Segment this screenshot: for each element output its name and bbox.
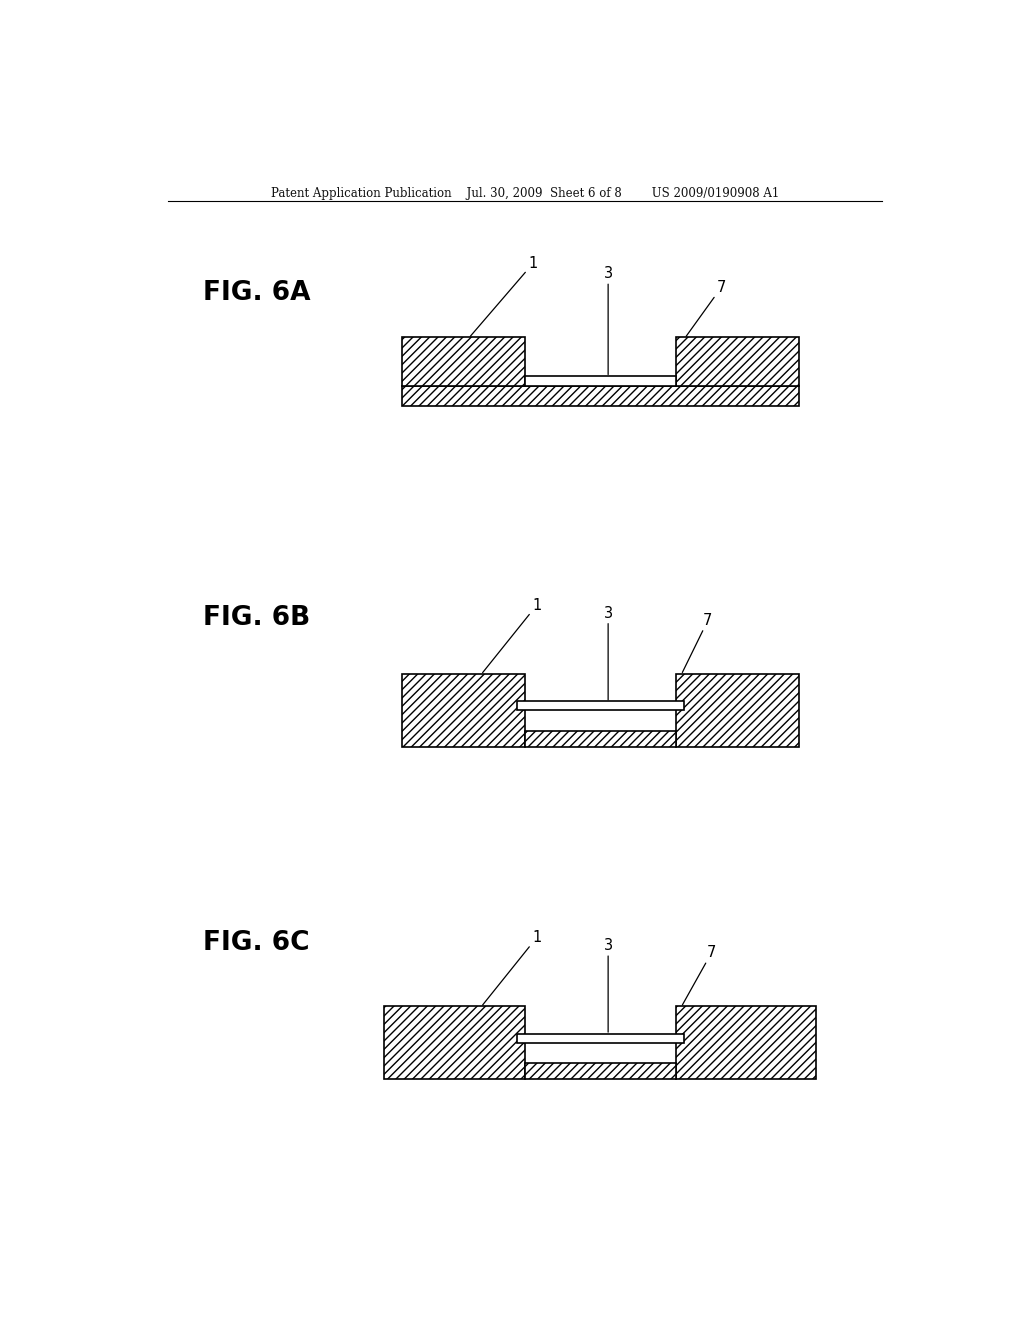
Bar [401, 673, 524, 747]
Bar [676, 1006, 816, 1080]
Bar [517, 1034, 684, 1043]
Text: 3: 3 [603, 939, 612, 1032]
Text: 7: 7 [682, 612, 713, 672]
Text: Patent Application Publication    Jul. 30, 2009  Sheet 6 of 8        US 2009/019: Patent Application Publication Jul. 30, … [270, 187, 779, 199]
Text: 1: 1 [482, 598, 542, 673]
Bar [401, 385, 799, 407]
Text: 1: 1 [482, 931, 542, 1005]
Text: 3: 3 [603, 267, 612, 375]
Bar [384, 1006, 524, 1080]
Bar [676, 673, 799, 747]
Text: 7: 7 [686, 280, 726, 337]
Text: FIG. 6B: FIG. 6B [204, 605, 310, 631]
Bar [524, 731, 676, 747]
Text: FIG. 6A: FIG. 6A [204, 280, 311, 305]
Bar [676, 338, 799, 385]
Text: FIG. 6C: FIG. 6C [204, 931, 310, 956]
Bar [401, 338, 524, 385]
Text: 3: 3 [603, 606, 612, 700]
Text: 7: 7 [682, 945, 716, 1005]
Text: 1: 1 [470, 256, 538, 337]
Bar [524, 1063, 676, 1080]
Bar [524, 376, 676, 385]
Bar [517, 701, 684, 710]
